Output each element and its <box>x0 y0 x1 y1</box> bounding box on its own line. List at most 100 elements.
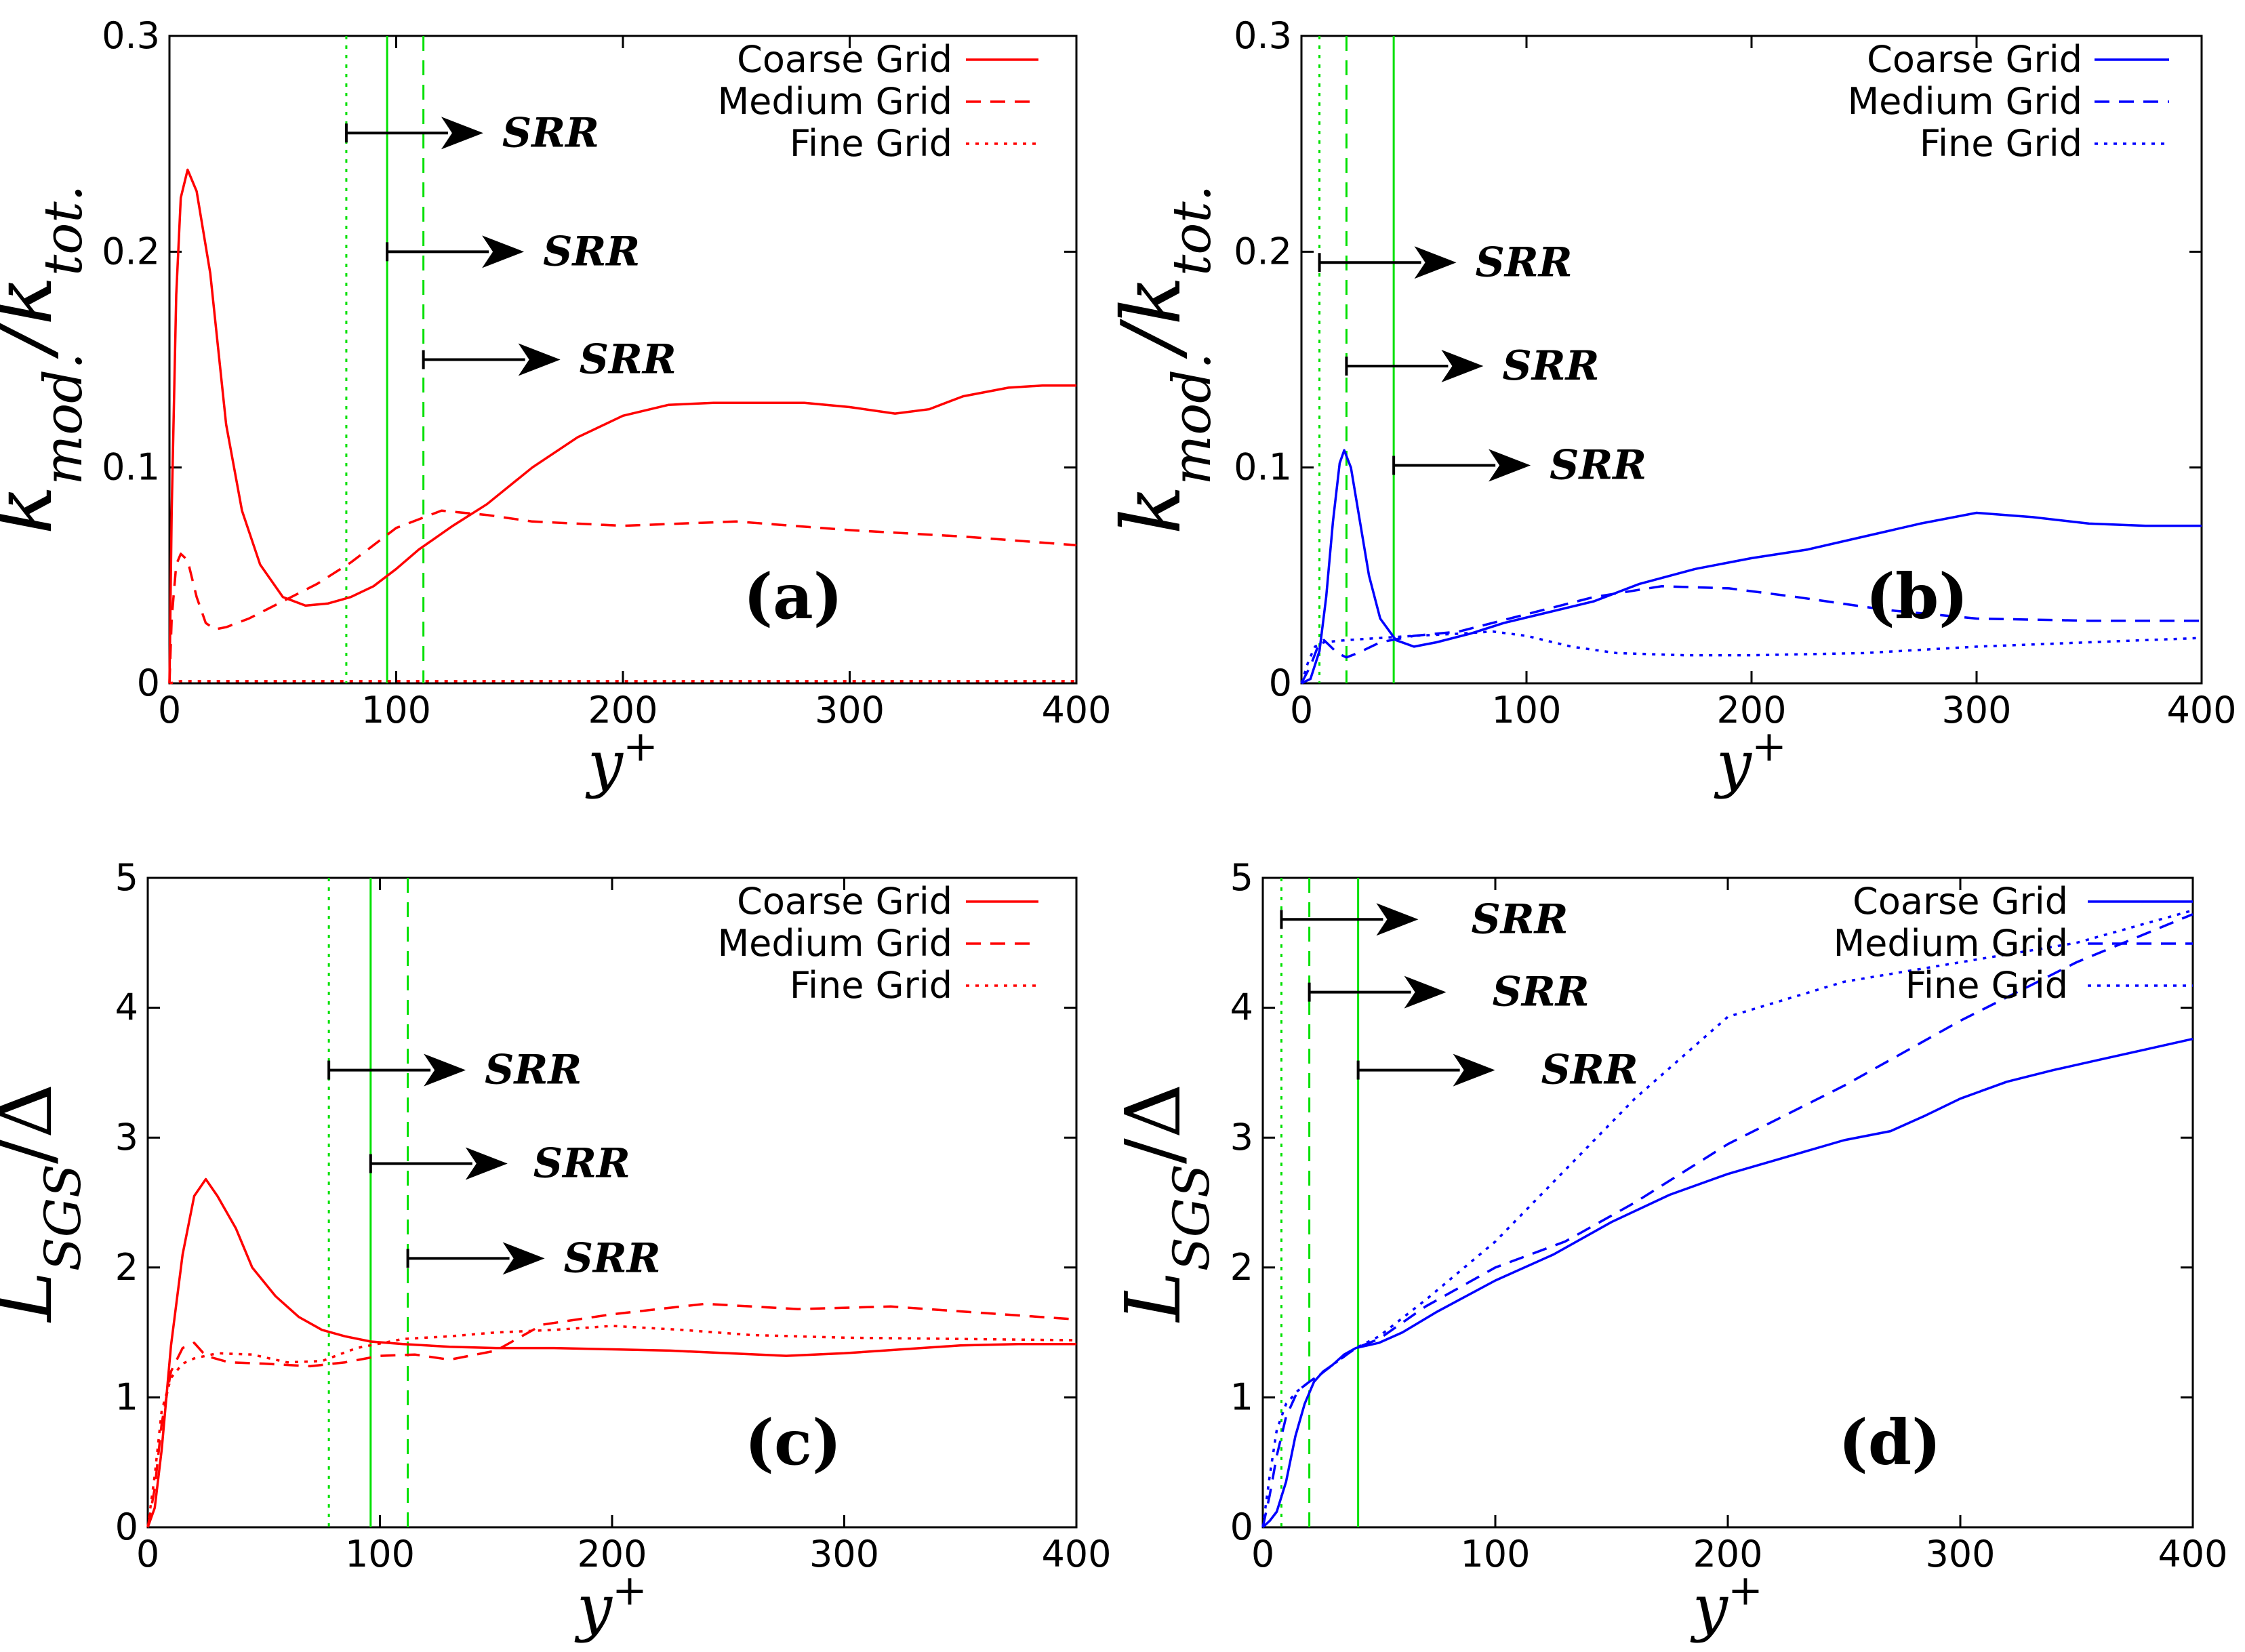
x-tick-label: 100 <box>361 689 431 731</box>
srr-arrow-head <box>1404 975 1447 1009</box>
x-tick-label: 100 <box>345 1533 415 1575</box>
legend-label: Coarse Grid <box>737 880 952 923</box>
y-tick-label: 5 <box>115 856 138 899</box>
y-tick-label: 0.1 <box>1234 446 1292 489</box>
series-fine-grid <box>146 1325 1077 1528</box>
legend-label: Coarse Grid <box>737 38 952 81</box>
srr-arrow-head <box>1453 1053 1495 1087</box>
x-tick-label: 0 <box>1290 689 1313 731</box>
y-tick-label: 0.1 <box>102 446 160 489</box>
srr-label: SRR <box>564 1234 661 1282</box>
panel-label: (a) <box>744 560 843 633</box>
series-coarse-grid <box>1301 449 2202 685</box>
x-tick-label: 200 <box>577 1533 647 1575</box>
series-medium-grid <box>168 509 1077 684</box>
x-tick-label: 300 <box>809 1533 879 1575</box>
srr-label: SRR <box>1476 239 1573 286</box>
y-tick-label: 0 <box>1230 1506 1253 1548</box>
legend-label: Medium Grid <box>718 80 952 123</box>
srr-arrow-head <box>518 343 561 376</box>
srr-arrow-head <box>441 117 483 150</box>
y-axis-label: kmod./ktot. <box>0 185 94 535</box>
x-tick-label: 200 <box>588 689 658 731</box>
x-tick-label: 200 <box>1716 689 1786 731</box>
y-tick-label: 0 <box>1269 662 1292 704</box>
y-tick-label: 0.3 <box>102 14 160 57</box>
x-tick-label: 400 <box>1041 689 1111 731</box>
x-tick-label: 0 <box>136 1533 159 1575</box>
x-tick-label: 400 <box>2158 1533 2227 1575</box>
y-axis-label: LSGS/Δ <box>0 1083 92 1323</box>
y-tick-label: 1 <box>115 1375 138 1418</box>
srr-label: SRR <box>543 228 640 275</box>
srr-arrow-head <box>482 235 525 268</box>
series-medium-grid <box>146 1302 1077 1528</box>
y-axis-label: LSGS/Δ <box>1110 1083 1221 1323</box>
y-axis-label: kmod./ktot. <box>1105 185 1223 535</box>
srr-label: SRR <box>1493 969 1590 1016</box>
x-tick-label: 100 <box>1491 689 1561 731</box>
srr-label: SRR <box>1471 895 1568 943</box>
panel-b: 0 100 200 300 400 0 0.1 0.2 0.3 SRR SRR SRR Coarse G… <box>1105 14 2237 800</box>
x-tick-label: 0 <box>1251 1533 1274 1575</box>
panel-a: 0 100 200 300 400 0 0.1 0.2 0.3 SRR SRR SRR Coarse G… <box>0 14 1112 800</box>
y-tick-label: 0 <box>137 662 160 704</box>
y-tick-label: 2 <box>115 1246 138 1289</box>
srr-arrow-head <box>424 1053 466 1087</box>
legend-label: Medium Grid <box>718 922 952 965</box>
series-medium-grid <box>1261 912 2193 1528</box>
legend-label: Coarse Grid <box>1853 880 2068 923</box>
y-tick-label: 2 <box>1230 1246 1253 1289</box>
srr-arrow-head <box>465 1147 508 1180</box>
panel-c: 0 100 200 300 400 0 1 2 3 4 5 SRR SRR SRR Coarse GridM… <box>0 856 1112 1644</box>
srr-arrow-head <box>502 1242 545 1275</box>
y-tick-label: 4 <box>115 986 138 1029</box>
x-axis-label: y+ <box>1714 721 1787 801</box>
srr-label: SRR <box>1541 1047 1638 1094</box>
y-tick-label: 5 <box>1230 856 1253 899</box>
panel-label: (c) <box>744 1406 841 1479</box>
legend-label: Medium Grid <box>1834 922 2068 965</box>
x-tick-label: 400 <box>2166 689 2236 731</box>
y-tick-label: 3 <box>115 1116 138 1159</box>
series-fine-grid <box>1300 630 2202 684</box>
legend-label: Medium Grid <box>1848 80 2082 123</box>
srr-arrow-head <box>1414 246 1457 279</box>
y-tick-label: 0.2 <box>102 230 160 273</box>
srr-arrow-head <box>1376 903 1419 936</box>
srr-label: SRR <box>580 336 676 384</box>
y-tick-label: 0.2 <box>1234 230 1292 273</box>
panel-d: 0 100 200 300 400 0 1 2 3 4 5 SRR SRR SRR Coarse GridM… <box>1110 856 2228 1644</box>
x-tick-label: 100 <box>1460 1533 1530 1575</box>
y-tick-label: 0.3 <box>1234 14 1292 57</box>
srr-arrow-head <box>1489 449 1531 482</box>
srr-label: SRR <box>1502 342 1599 390</box>
srr-label: SRR <box>1550 441 1646 489</box>
legend-label: Coarse Grid <box>1867 38 2082 81</box>
legend-label: Fine Grid <box>1920 122 2082 165</box>
legend-label: Fine Grid <box>1905 964 2068 1007</box>
legend-label: Fine Grid <box>790 964 952 1007</box>
series-coarse-grid <box>1261 1037 2193 1529</box>
series-coarse-grid <box>168 168 1076 684</box>
y-tick-label: 4 <box>1230 986 1253 1029</box>
series-fine-grid <box>169 680 1076 685</box>
x-axis-label: y+ <box>1690 1565 1763 1645</box>
srr-label: SRR <box>533 1140 630 1188</box>
x-tick-label: 400 <box>1041 1533 1111 1575</box>
x-axis-label: y+ <box>585 721 658 801</box>
x-tick-label: 300 <box>815 689 885 731</box>
y-tick-label: 1 <box>1230 1375 1253 1418</box>
x-tick-label: 300 <box>1925 1533 1995 1575</box>
y-tick-label: 3 <box>1230 1116 1253 1159</box>
x-tick-label: 200 <box>1693 1533 1762 1575</box>
legend-label: Fine Grid <box>790 122 952 165</box>
srr-arrow-head <box>1441 350 1484 383</box>
srr-label: SRR <box>485 1047 582 1094</box>
series-fine-grid <box>1261 909 2193 1528</box>
x-tick-label: 300 <box>1941 689 2011 731</box>
srr-label: SRR <box>502 109 599 157</box>
x-tick-label: 0 <box>158 689 181 731</box>
